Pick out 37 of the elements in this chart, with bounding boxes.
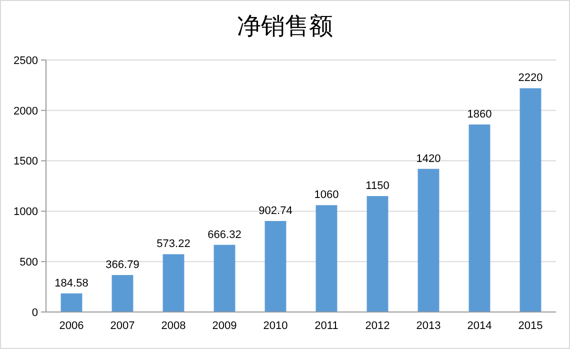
x-tick-label: 2011 bbox=[314, 320, 338, 332]
data-label: 366.79 bbox=[106, 259, 140, 272]
data-label: 1150 bbox=[366, 180, 390, 192]
data-label: 666.32 bbox=[208, 228, 242, 241]
data-label: 2220 bbox=[518, 72, 543, 84]
bar bbox=[214, 244, 236, 312]
bar bbox=[366, 196, 388, 312]
x-tick-label: 2015 bbox=[518, 320, 543, 332]
data-label: 573.22 bbox=[156, 238, 190, 250]
y-tick-label: 500 bbox=[20, 256, 38, 268]
x-tick-label: 2007 bbox=[110, 320, 135, 332]
x-tick-label: 2014 bbox=[467, 320, 492, 332]
bar bbox=[264, 221, 286, 312]
y-tick-label: 2000 bbox=[14, 105, 38, 118]
chart-title: 净销售额 bbox=[237, 13, 333, 40]
bar bbox=[162, 254, 184, 312]
bar bbox=[468, 124, 490, 312]
y-tick-label: 1500 bbox=[14, 156, 38, 168]
data-label: 902.74 bbox=[258, 205, 292, 218]
data-label: 1060 bbox=[314, 189, 339, 202]
y-tick-label: 2500 bbox=[14, 54, 38, 67]
data-label: 184.58 bbox=[54, 277, 88, 290]
x-tick-label: 2012 bbox=[365, 320, 390, 332]
bar bbox=[316, 205, 338, 312]
bar bbox=[418, 168, 440, 312]
x-tick-label: 2013 bbox=[416, 320, 441, 332]
bar bbox=[60, 293, 82, 312]
x-tick-label: 2009 bbox=[212, 320, 237, 332]
bar bbox=[112, 275, 134, 312]
y-tick-label: 1000 bbox=[14, 206, 38, 218]
data-label: 1420 bbox=[416, 152, 441, 165]
x-tick-label: 2010 bbox=[263, 320, 288, 332]
y-tick-label: 0 bbox=[32, 306, 38, 319]
bar bbox=[520, 88, 542, 312]
x-tick-label: 2008 bbox=[161, 320, 186, 332]
data-label: 1860 bbox=[467, 108, 492, 121]
x-tick-label: 2006 bbox=[59, 320, 84, 332]
